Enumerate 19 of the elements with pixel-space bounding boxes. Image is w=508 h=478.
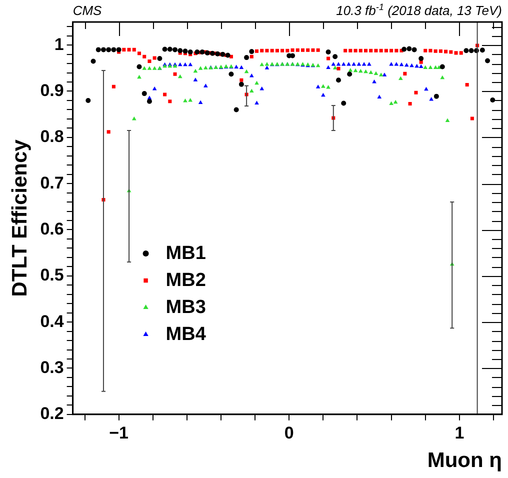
y-tick-label: 0.6: [40, 219, 64, 238]
y-tick-label: 0.8: [40, 127, 64, 146]
legend-label: MB4: [166, 324, 206, 345]
x-axis-title: Muon η: [427, 449, 502, 472]
x-tick-label: 1: [454, 423, 464, 442]
x-tick-label: 0: [284, 423, 294, 442]
y-axis-title: DTLT Efficiency: [8, 139, 32, 297]
legend-label: MB1: [166, 242, 206, 264]
y-tick-label: 0.9: [40, 80, 64, 100]
y-tick-label: 0.5: [40, 266, 64, 285]
y-tick-label: 1: [54, 34, 64, 54]
y-tick-label: 0.7: [40, 173, 64, 192]
y-tick-label: 0.3: [40, 358, 64, 377]
legend-label: MB2: [166, 270, 206, 291]
y-tick-label: 0.4: [40, 312, 64, 331]
x-tick-label: −1: [109, 423, 129, 442]
y-tick-label: 0.2: [40, 404, 64, 424]
legend-label: MB3: [166, 296, 206, 318]
text: CMS: [72, 3, 102, 18]
